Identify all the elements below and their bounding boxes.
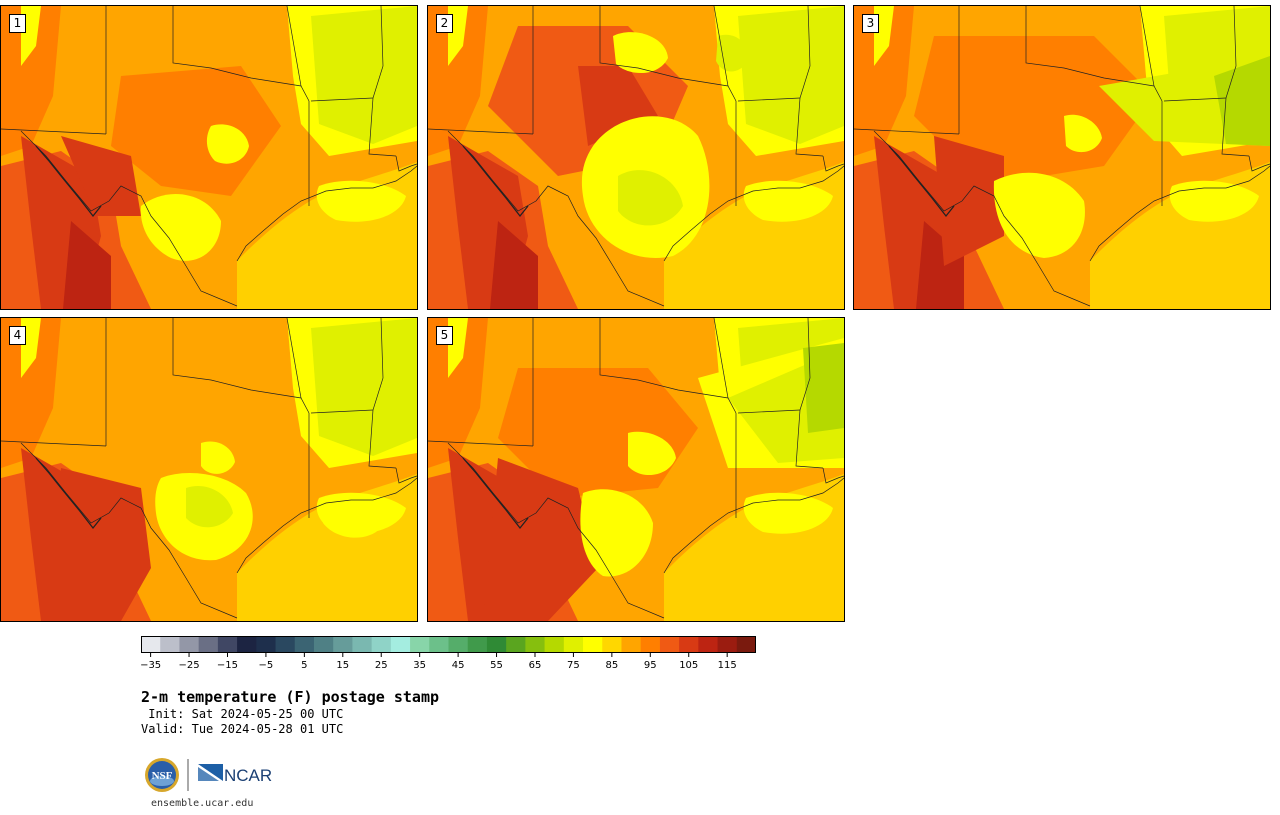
colorbar-cell (640, 636, 661, 653)
colorbar-cell (679, 636, 699, 653)
colorbar-cell (659, 636, 680, 653)
colorbar-tick-label: 15 (336, 660, 349, 671)
state-borders (1, 318, 417, 619)
temperature-fill (428, 6, 844, 309)
nsf-logo-text: NSF (152, 770, 173, 782)
member-label: 3 (862, 14, 879, 33)
colorbar-tick-label: 35 (413, 660, 426, 671)
colorbar-cell (275, 636, 296, 653)
colorbar-cell (583, 636, 603, 653)
member-label: 2 (436, 14, 453, 33)
temperature-fill (1, 6, 417, 309)
ncar-logo: NCAR (198, 764, 272, 785)
valid-label: Valid: (141, 722, 185, 736)
sponsor-logos: NSF NCAR (145, 758, 272, 792)
colorbar-cell (390, 636, 411, 653)
colorbar-tick-label: −5 (259, 660, 274, 671)
colorbar-tick-label: 115 (718, 660, 737, 671)
colorbar-cell (141, 636, 161, 653)
valid-value: Tue 2024-05-28 01 UTC (191, 722, 344, 736)
colorbar-tick-label: −15 (217, 660, 238, 671)
colorbar-cell (371, 636, 392, 653)
member-panel-5: 5 (427, 317, 845, 622)
temperature-fill (854, 6, 1270, 309)
state-borders (428, 6, 844, 307)
colorbar-cells (141, 636, 756, 653)
init-label: Init: (148, 707, 185, 721)
colorbar-cell (179, 636, 200, 653)
temperature-map (854, 6, 1270, 309)
colorbar-cell (525, 636, 546, 653)
state-borders (1, 6, 417, 307)
temperature-map (428, 6, 844, 309)
init-value: Sat 2024-05-25 00 UTC (191, 707, 344, 721)
colorbar-ticks: −35 −25 −15 −5 5 15 25 35 45 55 65 75 85 95 105 115 (141, 653, 737, 671)
member-label: 5 (436, 326, 453, 345)
member-panel-2: 2 (427, 5, 845, 310)
colorbar-cell (237, 636, 257, 653)
figure-title: 2-m temperature (F) postage stamp (141, 688, 440, 706)
colorbar-cell (563, 636, 584, 653)
temperature-fill (428, 318, 844, 621)
colorbar-tick-label: 5 (301, 660, 307, 671)
colorbar-cell (333, 636, 353, 653)
colorbar-cell (410, 636, 430, 653)
colorbar-tick-label: 85 (605, 660, 618, 671)
member-panel-1: 1 (0, 5, 418, 310)
valid-time: Valid: Tue 2024-05-28 01 UTC (141, 722, 343, 736)
member-label: 1 (9, 14, 26, 33)
colorbar-tick-label: −35 (141, 660, 161, 671)
nsf-logo: NSF (145, 758, 179, 792)
member-panel-3: 3 (853, 5, 1271, 310)
colorbar-tick-label: 45 (452, 660, 465, 671)
colorbar-cell (198, 636, 219, 653)
colorbar-cell (294, 636, 315, 653)
temperature-fill (1, 318, 417, 621)
colorbar-cell (448, 636, 469, 653)
colorbar-cell (602, 636, 622, 653)
state-borders (854, 6, 1270, 307)
temperature-map (1, 318, 417, 621)
colorbar-cell (486, 636, 507, 653)
colorbar-cell (717, 636, 738, 653)
ncar-logo-text: NCAR (224, 766, 272, 785)
colorbar-cell (313, 636, 334, 653)
colorbar-cell (217, 636, 238, 653)
member-label: 4 (9, 326, 26, 345)
colorbar-cell (698, 636, 719, 653)
colorbar-cell (736, 636, 756, 653)
temperature-map (428, 318, 844, 621)
temperature-map (1, 6, 417, 309)
colorbar-tick-label: 105 (679, 660, 698, 671)
colorbar-tick-label: −25 (178, 660, 199, 671)
colorbar-cell (506, 636, 526, 653)
credit-url[interactable]: ensemble.ucar.edu (151, 798, 254, 809)
state-borders (428, 318, 844, 619)
temperature-colorbar: −35 −25 −15 −5 5 15 25 35 45 55 65 75 85 95 105 115 (141, 636, 756, 671)
colorbar-cell (544, 636, 565, 653)
colorbar-tick-label: 55 (490, 660, 503, 671)
init-time: Init: Sat 2024-05-25 00 UTC (141, 707, 343, 721)
member-panel-4: 4 (0, 317, 418, 622)
colorbar-cell (621, 636, 642, 653)
colorbar-cell (256, 636, 277, 653)
colorbar-tick-label: 65 (529, 660, 542, 671)
colorbar-tick-label: 25 (375, 660, 388, 671)
colorbar-cell (352, 636, 373, 653)
colorbar-cell (429, 636, 449, 653)
colorbar-tick-label: 75 (567, 660, 580, 671)
colorbar-tick-label: 95 (644, 660, 657, 671)
colorbar-cell (467, 636, 488, 653)
colorbar-cell (160, 636, 180, 653)
